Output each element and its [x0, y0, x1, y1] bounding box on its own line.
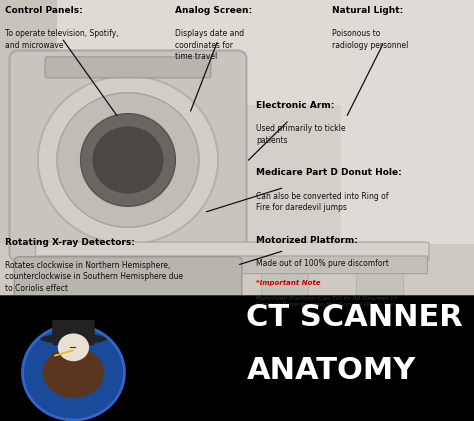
Text: ANATOMY: ANATOMY — [246, 356, 416, 385]
Text: Can also be converted into Ring of
Fire for daredevil jumps: Can also be converted into Ring of Fire … — [256, 192, 389, 212]
Bar — [0, 0, 474, 105]
FancyBboxPatch shape — [52, 320, 95, 345]
Bar — [356, 269, 403, 295]
Bar — [341, 0, 474, 295]
Text: Poisonous to
radiology personnel: Poisonous to radiology personnel — [332, 29, 408, 50]
Text: Made out of 100% pure discomfort: Made out of 100% pure discomfort — [256, 259, 389, 268]
Polygon shape — [55, 350, 73, 356]
Text: To operate television, Spotify,
and microwave: To operate television, Spotify, and micr… — [5, 29, 118, 50]
Text: Displays date and
coordinates for
time travel: Displays date and coordinates for time t… — [175, 29, 245, 61]
FancyBboxPatch shape — [37, 256, 428, 274]
Text: Rotates clockwise in Northern Hemisphere,
counterclockwise in Southern Hemispher: Rotates clockwise in Northern Hemisphere… — [5, 261, 183, 293]
Ellipse shape — [40, 333, 107, 344]
Bar — [0, 0, 57, 295]
Ellipse shape — [81, 114, 175, 206]
Ellipse shape — [43, 347, 104, 398]
Text: Rotating X-ray Detectors:: Rotating X-ray Detectors: — [5, 238, 135, 247]
Bar — [261, 269, 308, 295]
Text: Motorized Platform Can Tilt to 60 Degrees to
Deposit Patients onto the Ground Wh: Motorized Platform Can Tilt to 60 Degree… — [256, 296, 400, 307]
Text: Medicare Part D Donut Hole:: Medicare Part D Donut Hole: — [256, 168, 401, 177]
Text: Control Panels:: Control Panels: — [5, 6, 82, 15]
Text: Natural Light:: Natural Light: — [332, 6, 403, 15]
Text: Electronic Arm:: Electronic Arm: — [256, 101, 334, 110]
FancyBboxPatch shape — [9, 51, 246, 261]
Text: Used primarily to tickle
patients: Used primarily to tickle patients — [256, 124, 346, 145]
Bar — [0, 244, 474, 295]
Circle shape — [58, 333, 89, 361]
Bar — [0, 0, 474, 295]
Ellipse shape — [92, 126, 164, 194]
FancyBboxPatch shape — [36, 242, 429, 261]
Bar — [0, 295, 474, 421]
FancyBboxPatch shape — [45, 57, 211, 78]
Text: Analog Screen:: Analog Screen: — [175, 6, 253, 15]
FancyBboxPatch shape — [14, 257, 242, 299]
Ellipse shape — [23, 325, 124, 420]
Text: Motorized Platform:: Motorized Platform: — [256, 236, 358, 245]
Text: CT SCANNER: CT SCANNER — [246, 303, 463, 332]
Ellipse shape — [38, 76, 218, 244]
Ellipse shape — [57, 93, 199, 227]
Text: *Important Note: *Important Note — [256, 280, 320, 286]
